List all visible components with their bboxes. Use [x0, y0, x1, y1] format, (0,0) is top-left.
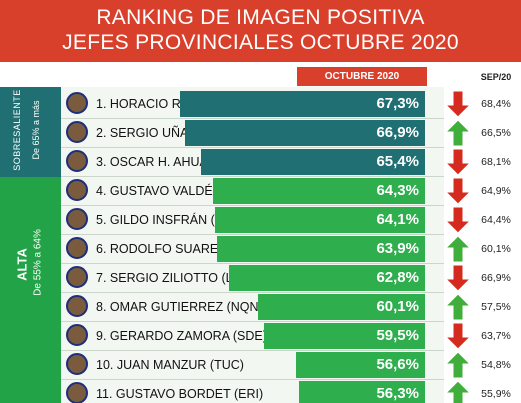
governor-avatar — [66, 121, 88, 143]
row-divider — [61, 205, 444, 206]
governor-avatar — [66, 237, 88, 259]
rating-value-label: 60,1% — [376, 298, 419, 315]
row-divider — [61, 147, 444, 148]
rating-value-label: 64,1% — [376, 211, 419, 228]
previous-rating-label: 64,9% — [481, 185, 511, 197]
governor-name: 7. SERGIO ZILIOTTO (LPA) — [96, 271, 253, 285]
governor-name: 9. GERARDO ZAMORA (SDE) — [96, 329, 267, 343]
rating-bar: 65,4% — [200, 149, 425, 175]
rating-value-label: 67,3% — [376, 95, 419, 112]
rating-bar: 59,5% — [264, 323, 425, 349]
trend-down-arrow-icon — [444, 264, 472, 292]
row-divider — [61, 234, 444, 235]
trend-down-arrow-icon — [444, 322, 472, 350]
rating-bar: 60,1% — [257, 294, 425, 320]
trend-up-arrow-icon — [444, 380, 472, 403]
governor-avatar — [66, 295, 88, 317]
row-divider — [61, 176, 444, 177]
row-divider — [61, 118, 444, 119]
rating-bar: 56,6% — [295, 352, 425, 378]
previous-rating-label: 57,5% — [481, 301, 511, 313]
previous-rating-label: 63,7% — [481, 330, 511, 342]
governor-avatar — [66, 382, 88, 403]
trend-up-arrow-icon — [444, 293, 472, 321]
rating-bar: 64,3% — [212, 178, 425, 204]
rating-value-label: 59,5% — [376, 327, 419, 344]
trend-down-arrow-icon — [444, 177, 472, 205]
trend-up-arrow-icon — [444, 119, 472, 147]
governor-name: 8. OMAR GUTIERREZ (NQN) — [96, 300, 263, 314]
governor-avatar — [66, 92, 88, 114]
governor-name: 10. JUAN MANZUR (TUC) — [96, 358, 244, 372]
rating-bar: 62,8% — [228, 265, 425, 291]
title-banner: RANKING DE IMAGEN POSITIVA JEFES PROVINC… — [0, 0, 521, 62]
rating-value-label: 63,9% — [376, 240, 419, 257]
previous-rating-label: 54,8% — [481, 359, 511, 371]
rating-value-label: 56,3% — [376, 385, 419, 402]
rating-value-label: 66,9% — [376, 124, 419, 141]
chart-title-line-1: RANKING DE IMAGEN POSITIVA — [96, 6, 425, 29]
governor-name: 5. GILDO INSFRÁN (FOR) — [96, 213, 246, 227]
row-divider — [61, 350, 444, 351]
rating-value-label: 65,4% — [376, 153, 419, 170]
previous-rating-label: 66,9% — [481, 272, 511, 284]
previous-period-label: SEP/20 — [480, 72, 512, 82]
governor-avatar — [66, 208, 88, 230]
previous-rating-label: 66,5% — [481, 127, 511, 139]
rating-bar: 67,3% — [180, 91, 425, 117]
group-alta-band: ALTA De 55% a 64% — [0, 177, 61, 403]
trend-down-arrow-icon — [444, 148, 472, 176]
row-divider — [61, 263, 444, 264]
previous-rating-label: 64,4% — [481, 214, 511, 226]
rating-bar: 64,1% — [214, 207, 425, 233]
current-period-label: OCTUBRE 2020 — [297, 67, 427, 86]
governor-avatar — [66, 324, 88, 346]
row-divider — [61, 379, 444, 380]
row-divider — [61, 321, 444, 322]
governor-avatar — [66, 150, 88, 172]
governor-avatar — [66, 179, 88, 201]
governor-avatar — [66, 266, 88, 288]
chart-title-line-2: JEFES PROVINCIALES OCTUBRE 2020 — [62, 31, 459, 54]
previous-rating-label: 68,1% — [481, 156, 511, 168]
row-divider — [61, 292, 444, 293]
rating-bar: 63,9% — [216, 236, 425, 262]
rating-value-label: 64,3% — [376, 182, 419, 199]
trend-up-arrow-icon — [444, 351, 472, 379]
rating-bar: 66,9% — [184, 120, 425, 146]
trend-up-arrow-icon — [444, 235, 472, 263]
previous-rating-label: 68,4% — [481, 98, 511, 110]
rating-value-label: 62,8% — [376, 269, 419, 286]
group-sobresaliente-band: SOBRESALIENTE De 65% a más — [0, 87, 61, 177]
previous-rating-label: 60,1% — [481, 243, 511, 255]
trend-down-arrow-icon — [444, 206, 472, 234]
previous-rating-label: 55,9% — [481, 388, 511, 400]
rating-bar: 56,3% — [299, 381, 425, 403]
trend-down-arrow-icon — [444, 90, 472, 118]
governor-name: 11. GUSTAVO BORDET (ERI) — [96, 387, 264, 401]
governor-avatar — [66, 353, 88, 375]
rating-value-label: 56,6% — [376, 356, 419, 373]
